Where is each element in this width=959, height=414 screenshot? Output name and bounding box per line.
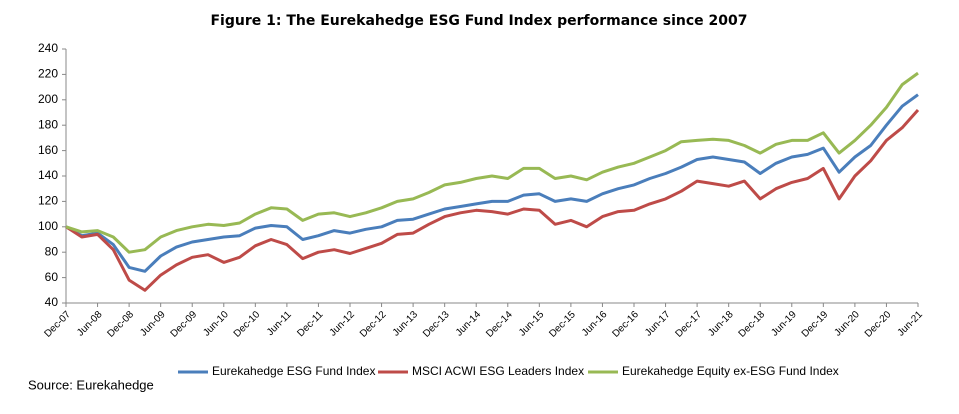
x-tick-label: Dec-12 (358, 309, 389, 340)
x-tick-label: Dec-17 (674, 309, 705, 340)
x-tick-label: Jun-14 (454, 309, 484, 339)
x-tick-label: Jun-19 (769, 309, 799, 339)
x-tick-label: Dec-20 (863, 309, 894, 340)
y-tick-label: 40 (45, 295, 59, 309)
legend-label: MSCI ACWI ESG Leaders Index (412, 364, 584, 378)
legend-label: Eurekahedge Equity ex-ESG Fund Index (622, 364, 839, 378)
y-tick-label: 200 (38, 92, 58, 106)
x-tick-label: Jun-08 (75, 309, 105, 339)
x-tick-label: Dec-09 (169, 309, 200, 340)
x-tick-label: Jun-10 (201, 309, 231, 339)
y-tick-label: 140 (38, 168, 58, 182)
y-tick-label: 80 (45, 244, 59, 258)
y-tick-label: 60 (45, 270, 59, 284)
x-tick-label: Dec-19 (800, 309, 831, 340)
y-tick-label: 180 (38, 117, 58, 131)
y-tick-label: 160 (38, 143, 58, 157)
x-tick-label: Jun-18 (706, 309, 736, 339)
x-tick-label: Jun-15 (517, 309, 547, 339)
legend-label: Eurekahedge ESG Fund Index (212, 364, 375, 378)
x-tick-label: Jun-20 (832, 309, 862, 339)
x-tick-label: Dec-16 (610, 309, 641, 340)
x-tick-label: Dec-13 (421, 309, 452, 340)
x-tick-label: Dec-10 (232, 309, 263, 340)
x-tick-label: Dec-14 (484, 309, 515, 340)
y-tick-label: 220 (38, 67, 58, 81)
x-tick-label: Jun-16 (580, 309, 610, 339)
x-tick-label: Jun-21 (896, 309, 926, 339)
y-tick-label: 100 (38, 219, 58, 233)
y-tick-label: 120 (38, 194, 58, 208)
x-tick-label: Jun-17 (643, 309, 673, 339)
x-tick-label: Dec-08 (106, 309, 137, 340)
x-tick-label: Dec-15 (547, 309, 578, 340)
series-line (65, 93, 919, 273)
series-line (65, 71, 919, 254)
x-tick-label: Jun-11 (265, 309, 294, 338)
y-tick-label: 240 (38, 41, 58, 55)
x-tick-label: Jun-13 (391, 309, 421, 339)
x-tick-label: Jun-09 (138, 309, 168, 339)
x-tick-label: Jun-12 (328, 309, 358, 339)
x-tick-label: Dec-11 (295, 309, 325, 339)
series-line (65, 109, 920, 292)
source-note: Source: Eurekahedge (28, 377, 154, 392)
x-tick-label: Dec-07 (42, 309, 73, 340)
x-tick-label: Dec-18 (737, 309, 768, 340)
chart-title: Figure 1: The Eurekahedge ESG Fund Index… (210, 13, 747, 29)
